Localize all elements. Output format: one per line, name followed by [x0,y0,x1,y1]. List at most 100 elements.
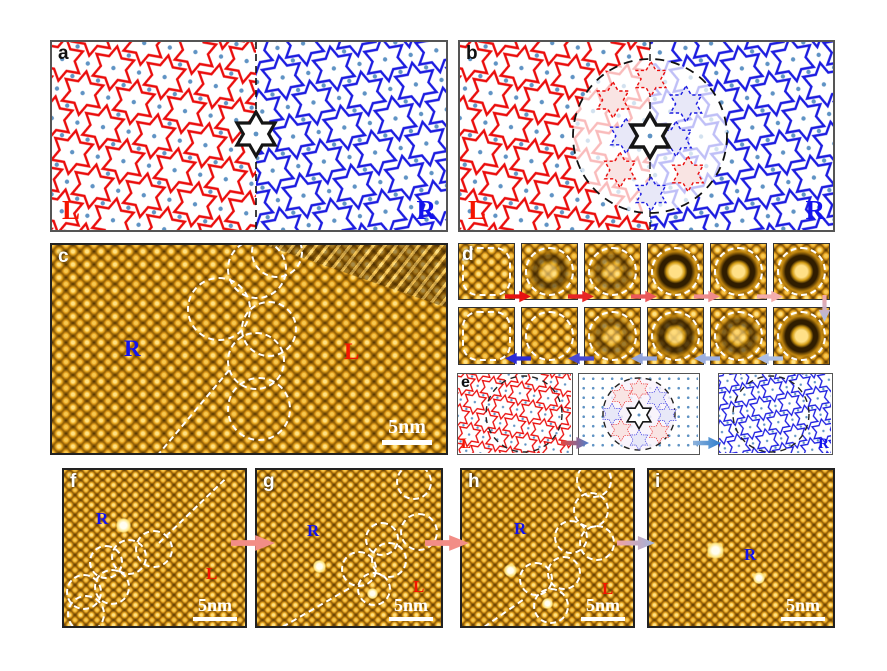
dot-lattice-with-mixed-stars [579,374,698,453]
domain-label-R: R [514,519,527,538]
star-lattice-schematic-a [52,42,446,230]
arrow-left-icon [694,352,720,365]
boundary-region-dashed-circle [485,375,563,453]
bright-defect-spot [504,564,517,577]
scale-bar: 5nm [193,595,237,621]
scale-bar-label: 5nm [785,595,820,615]
defect-dashed-circle [135,530,173,568]
domain-label-L: L [206,564,218,583]
panel-e-left-schematic: e L [457,373,573,455]
stm-zoom-tile [710,243,767,300]
boundary-black-star [629,112,671,160]
domain-boundary-dashed-line [264,587,350,626]
arrow-right-icon [505,290,531,303]
stm-zoom-tile [521,307,578,365]
arrow-right-icon [568,290,594,303]
arrow-left-icon [568,352,594,365]
domain-label-R: R [96,509,109,528]
panel-d-bottom-row [458,307,830,365]
scale-bar-label: 5nm [585,595,620,615]
dashed-outline [588,247,637,296]
panel-letter: h [468,471,480,492]
scale-bar: 5nm [781,595,825,621]
bright-defect-spot [753,572,765,584]
defect-dashed-circle [579,525,615,561]
stm-zoom-tile [458,307,515,365]
scale-bar-line [382,440,432,445]
arrow-down-icon [818,295,831,322]
dashed-outline [714,247,763,296]
arrow-left-icon [505,352,531,365]
dashed-outline [777,311,826,361]
boundary-black-star [626,400,652,430]
dashed-outline [651,247,700,296]
star-lattice-R [719,374,831,453]
stm-zoom-tile [710,307,767,365]
stm-zoom-tile [773,243,830,300]
panel-a: a L R [50,40,448,232]
arrow-right-icon [631,290,657,303]
panel-b: b L R [458,40,835,232]
domain-label-R: R [818,436,829,452]
arrow-left-icon [757,352,783,365]
domain-label-R: R [744,545,757,564]
scale-bar-line [193,617,237,621]
bright-defect-spot [313,560,326,573]
boundary-black-star [235,110,277,158]
panel-letter: f [70,471,77,492]
scale-bar-line [389,617,433,621]
panel-h-stm-image: h R L 5nm [460,468,635,628]
boundary-region-dashed-circle [732,375,810,453]
dashed-outline [525,247,574,296]
panel-letter: b [466,43,478,64]
arrow-right-icon [757,290,783,303]
stm-zoom-tile [647,243,704,300]
domain-label-L: L [461,436,472,452]
panel-e-middle-schematic [578,373,700,455]
arrow-right-icon [694,290,720,303]
dashed-outline [714,311,763,361]
scale-bar-line [781,617,825,621]
domain-boundary-dashed-line [466,599,524,626]
panel-d-top-row [458,243,830,300]
panel-i-stm-image: i R 5nm [647,468,835,628]
stm-zoom-tile [584,307,641,365]
panel-letter: a [58,43,69,64]
scale-bar-label: 5nm [197,595,232,615]
dashed-outline [588,311,637,361]
domain-label-L: L [62,195,81,225]
domain-label-L: L [344,339,360,364]
arrow-left-icon [631,352,657,365]
panel-g-stm-image: g R L 5nm [255,468,443,628]
stm-zoom-tile [584,243,641,300]
domain-boundary-dashed-line [158,479,226,544]
scale-bar-label: 5nm [388,416,426,438]
scale-bar-line [581,617,625,621]
domain-label-R: R [124,336,141,361]
panel-letter: c [58,246,69,267]
dashed-outline [777,247,826,296]
domain-label-L: L [413,577,425,596]
bright-defect-spot [116,518,131,533]
domain-label-R: R [805,195,826,225]
panel-letter: i [655,471,661,492]
domain-label-R: R [307,521,320,540]
panel-letter: d [462,244,474,265]
defect-dashed-circle [227,377,291,441]
scale-bar: 5nm [382,416,432,445]
defect-dashed-circle [357,572,391,606]
stm-zoom-tile [521,243,578,300]
scale-bar-label: 5nm [393,595,428,615]
stm-zoom-tile [773,307,830,365]
bright-defect-spot [707,542,724,559]
scale-bar: 5nm [389,595,433,621]
panel-c-stm-image: c R L 5nm [50,243,448,455]
panel-letter: e [461,374,470,391]
defect-dashed-circle [396,470,432,500]
right-domain-lattice [256,42,446,230]
star-lattice-L [458,374,571,453]
domain-label-R: R [416,195,437,225]
scale-bar: 5nm [581,595,625,621]
dashed-outline [651,311,700,361]
